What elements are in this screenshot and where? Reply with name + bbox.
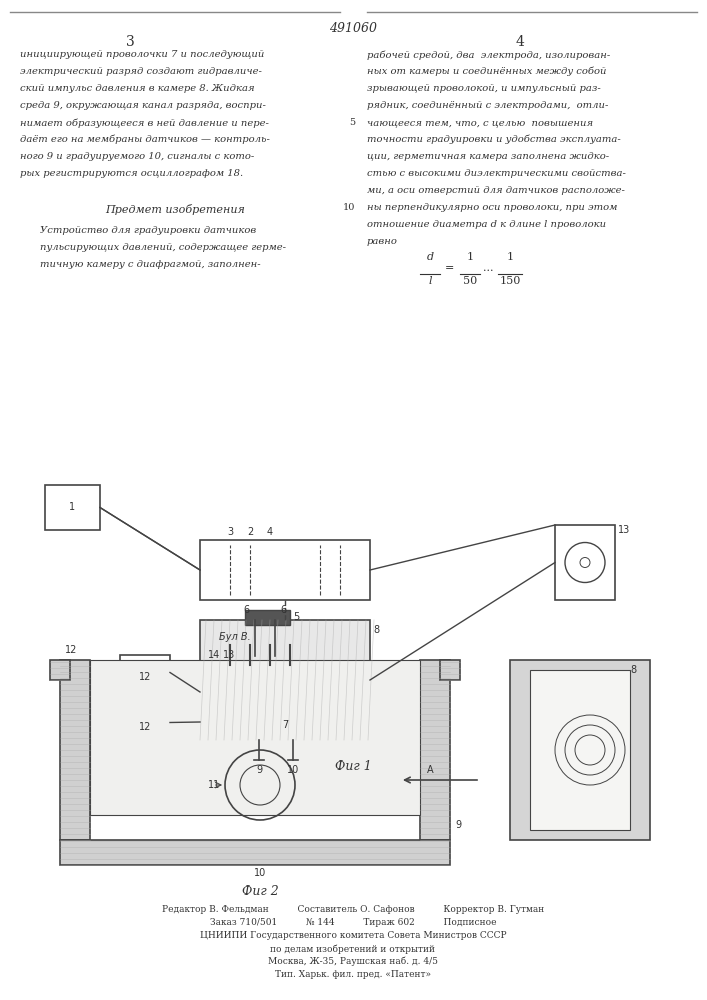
Text: 7: 7 xyxy=(282,720,288,730)
Bar xyxy=(50,660,70,680)
Text: 1: 1 xyxy=(69,502,76,512)
Text: 6: 6 xyxy=(244,605,250,615)
Text: рядник, соединённый с электродами,  отли-: рядник, соединённый с электродами, отли- xyxy=(367,101,609,110)
Text: 9: 9 xyxy=(257,765,262,775)
Text: 2: 2 xyxy=(247,527,253,537)
Text: l: l xyxy=(428,276,432,286)
Bar xyxy=(60,840,450,865)
Text: 3: 3 xyxy=(126,35,134,49)
Bar xyxy=(420,660,450,840)
Text: 13: 13 xyxy=(223,650,235,660)
Bar xyxy=(60,660,90,840)
Bar xyxy=(120,705,170,740)
Text: Предмет изобретения: Предмет изобретения xyxy=(105,204,245,215)
Text: Москва, Ж-35, Раушская наб. д. 4/5: Москва, Ж-35, Раушская наб. д. 4/5 xyxy=(268,957,438,966)
Bar xyxy=(530,670,630,830)
Text: 50: 50 xyxy=(463,276,477,286)
Bar xyxy=(200,540,370,600)
Bar xyxy=(510,660,650,840)
Text: 4: 4 xyxy=(267,527,273,537)
Text: ных от камеры и соединённых между собой: ных от камеры и соединённых между собой xyxy=(367,67,607,77)
Text: ного 9 и градуируемого 10, сигналы с кото-: ного 9 и градуируемого 10, сигналы с кот… xyxy=(20,152,255,161)
Bar xyxy=(245,610,290,625)
Text: 10: 10 xyxy=(343,203,355,212)
Bar xyxy=(90,660,420,815)
Text: 5: 5 xyxy=(349,118,355,127)
Bar xyxy=(120,655,170,690)
Bar xyxy=(440,660,460,680)
Text: 9: 9 xyxy=(455,820,461,830)
Text: Фиг 2: Фиг 2 xyxy=(242,885,279,898)
Text: 12: 12 xyxy=(139,722,151,732)
Bar xyxy=(555,525,615,600)
Text: 12: 12 xyxy=(139,672,151,682)
Text: рых регистрируются осциллографом 18.: рых регистрируются осциллографом 18. xyxy=(20,169,243,178)
Text: 8: 8 xyxy=(630,665,636,675)
Text: 3: 3 xyxy=(227,527,233,537)
Text: d: d xyxy=(426,252,433,262)
Text: нимает образующееся в ней давление и пере-: нимает образующееся в ней давление и пер… xyxy=(20,118,269,127)
Text: 8: 8 xyxy=(373,625,379,635)
Text: ны перпендикулярно оси проволоки, при этом: ны перпендикулярно оси проволоки, при эт… xyxy=(367,203,617,212)
Text: точности градуировки и удобства эксплуата-: точности градуировки и удобства эксплуат… xyxy=(367,135,621,144)
Text: 12: 12 xyxy=(65,645,77,655)
Text: Устройство для градуировки датчиков: Устройство для градуировки датчиков xyxy=(40,226,256,235)
Text: тичную камеру с диафрагмой, заполнен-: тичную камеру с диафрагмой, заполнен- xyxy=(40,260,261,269)
Text: пульсирующих давлений, содержащее герме-: пульсирующих давлений, содержащее герме- xyxy=(40,243,286,252)
Text: отношение диаметра d к длине l проволоки: отношение диаметра d к длине l проволоки xyxy=(367,220,606,229)
Text: ский импульс давления в камере 8. Жидкая: ский импульс давления в камере 8. Жидкая xyxy=(20,84,255,93)
Text: Тип. Харьк. фил. пред. «Патент»: Тип. Харьк. фил. пред. «Патент» xyxy=(275,970,431,979)
Text: 1: 1 xyxy=(467,252,474,262)
Text: инициирующей проволочки 7 и последующий: инициирующей проволочки 7 и последующий xyxy=(20,50,264,59)
Text: ми, а оси отверстий для датчиков расположе-: ми, а оси отверстий для датчиков располо… xyxy=(367,186,625,195)
Text: рабочей средой, два  электрода, изолирован-: рабочей средой, два электрода, изолирова… xyxy=(367,50,610,60)
Text: даёт его на мембраны датчиков — контроль-: даёт его на мембраны датчиков — контроль… xyxy=(20,135,270,144)
Text: 5: 5 xyxy=(293,612,299,622)
Text: зрывающей проволокой, и импульсный раз-: зрывающей проволокой, и импульсный раз- xyxy=(367,84,601,93)
Text: по делам изобретений и открытий: по делам изобретений и открытий xyxy=(271,944,436,954)
Text: стью с высокими диэлектрическими свойства-: стью с высокими диэлектрическими свойств… xyxy=(367,169,626,178)
Text: 10: 10 xyxy=(287,765,300,775)
Bar xyxy=(45,485,100,530)
Text: A: A xyxy=(427,765,433,775)
Text: 14: 14 xyxy=(208,650,220,660)
Text: 6: 6 xyxy=(280,605,286,615)
Text: Бул В.: Бул В. xyxy=(219,632,251,642)
Text: 1: 1 xyxy=(506,252,513,262)
Text: =: = xyxy=(445,263,455,273)
Text: равно: равно xyxy=(367,237,398,246)
Text: Редактор В. Фельдман          Составитель О. Сафонов          Корректор В. Гутма: Редактор В. Фельдман Составитель О. Сафо… xyxy=(162,905,544,914)
Bar xyxy=(200,620,370,740)
Text: ЦНИИПИ Государственного комитета Совета Министров СССР: ЦНИИПИ Государственного комитета Совета … xyxy=(199,931,506,940)
Text: ...: ... xyxy=(483,263,493,273)
Text: чающееся тем, что, с целью  повышения: чающееся тем, что, с целью повышения xyxy=(367,118,593,127)
Text: 11: 11 xyxy=(208,780,220,790)
Text: 491060: 491060 xyxy=(329,22,377,35)
Text: 10: 10 xyxy=(254,868,266,878)
Text: электрический разряд создают гидравличе-: электрический разряд создают гидравличе- xyxy=(20,67,262,76)
Text: Фиг 1: Фиг 1 xyxy=(334,760,371,773)
Text: 4: 4 xyxy=(515,35,525,49)
Text: среда 9, окружающая канал разряда, воспри-: среда 9, окружающая канал разряда, воспр… xyxy=(20,101,266,110)
Text: 13: 13 xyxy=(618,525,630,535)
Text: 150: 150 xyxy=(499,276,520,286)
Text: ции, герметичная камера заполнена жидко-: ции, герметичная камера заполнена жидко- xyxy=(367,152,609,161)
Text: Заказ 710/501          № 144          Тираж 602          Подписное: Заказ 710/501 № 144 Тираж 602 Подписное xyxy=(210,918,496,927)
